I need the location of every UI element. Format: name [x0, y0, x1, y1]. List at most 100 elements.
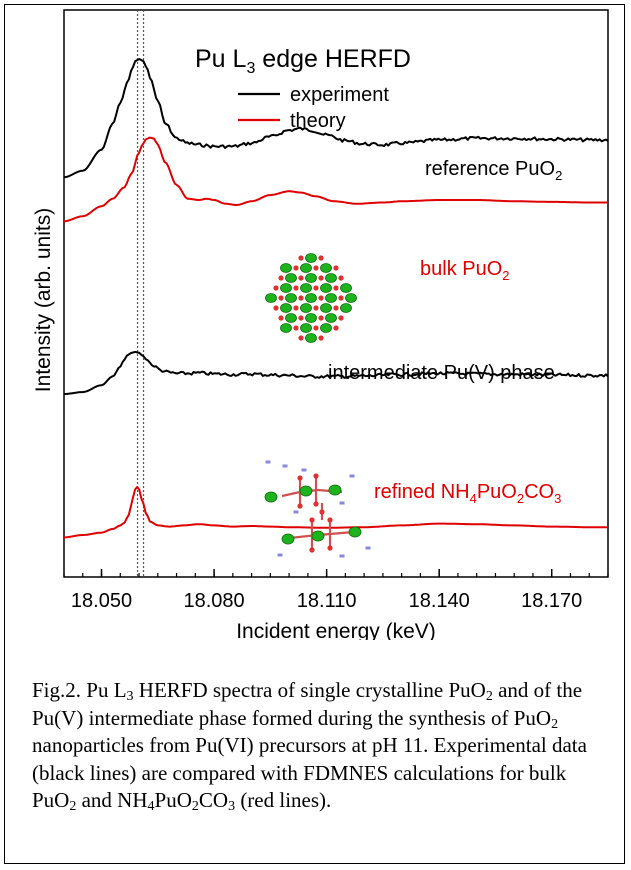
x-tick-label: 18.080 — [183, 590, 244, 612]
pu-atom — [320, 283, 332, 293]
series-line-intermediate-pu-v-phase — [64, 350, 609, 395]
o-atom — [338, 275, 344, 281]
pu-atom — [300, 323, 312, 333]
pu-atom — [299, 485, 313, 497]
nh4-ion — [265, 460, 271, 464]
legend-label-theory: theory — [290, 110, 346, 132]
pu-atom — [280, 263, 292, 273]
pu-atom — [280, 323, 292, 333]
series-label-refined-nh4puo2co3: refined NH4PuO2CO3 — [374, 481, 561, 506]
nh4-ion — [339, 554, 345, 558]
o-atom — [313, 473, 319, 479]
o-atom — [318, 295, 324, 301]
pu-atom — [305, 293, 317, 303]
figure-frame — [4, 4, 625, 864]
pu-atom — [320, 263, 332, 273]
y-axis-label: Intensity (arb. units) — [32, 208, 55, 392]
series-line-bulk-puo- — [63, 136, 608, 223]
series-line-reference-puo- — [63, 58, 609, 179]
nh4-ion — [277, 553, 283, 557]
o-atom — [293, 265, 299, 271]
pu-atom — [305, 333, 317, 343]
o-atom — [298, 315, 304, 321]
o-atom — [278, 295, 284, 301]
o-atom — [313, 305, 319, 311]
o-atom — [319, 509, 325, 515]
o-atom — [313, 265, 319, 271]
o-atom — [309, 547, 315, 553]
x-tick-label: 18.110 — [297, 590, 357, 612]
nh4puo2co3-molecular-structure-image — [264, 460, 371, 558]
molecule-bond — [281, 490, 301, 498]
o-atom — [313, 325, 319, 331]
pu-atom — [300, 263, 312, 273]
chart: 18.050 18.080 18.110 18.140 18.170 Pu L3 edg… — [32, 9, 609, 640]
o-atom — [318, 275, 324, 281]
pu-atom — [265, 293, 277, 303]
pu-atom — [328, 484, 342, 496]
nh4-ion — [293, 510, 299, 514]
pu-atom — [340, 283, 352, 293]
o-atom — [293, 305, 299, 311]
o-atom — [333, 325, 339, 331]
nh4-ion — [349, 474, 355, 478]
chart-title: Pu L3 edge HERFD — [195, 45, 411, 77]
o-atom — [333, 285, 339, 291]
series-line-refined-nh-puo-co- — [63, 486, 608, 539]
pu-atom — [325, 273, 337, 283]
pu-atom — [285, 273, 297, 283]
pu-atom — [320, 303, 332, 313]
pu-atom — [345, 293, 357, 303]
o-atom — [278, 315, 284, 321]
nh4-ion — [339, 501, 345, 505]
series-label-intermediate-puv: intermediate Pu(V) phase — [328, 362, 555, 384]
o-atom — [293, 325, 299, 331]
pu-atom — [348, 526, 362, 538]
o-atom — [333, 265, 339, 271]
o-atom — [273, 285, 279, 291]
o-atom — [318, 335, 324, 341]
o-atom — [298, 255, 304, 261]
o-atom — [313, 285, 319, 291]
o-atom — [297, 503, 303, 509]
figure-caption: Fig.2. Pu L3 HERFD spectra of single cry… — [32, 678, 587, 814]
pu-atom — [340, 303, 352, 313]
o-atom — [293, 285, 299, 291]
o-atom — [298, 295, 304, 301]
pu-atom — [264, 491, 278, 503]
legend-label-experiment: experiment — [290, 84, 389, 106]
o-atom — [298, 335, 304, 341]
o-atom — [327, 517, 333, 523]
x-axis-label: Incident energy (keV) — [236, 620, 436, 640]
o-atom — [313, 501, 319, 507]
o-atom — [318, 315, 324, 321]
o-atom — [278, 275, 284, 281]
x-tick-label: 18.140 — [409, 590, 470, 612]
o-atom — [333, 305, 339, 311]
puo2-crystal-structure-image — [265, 253, 357, 343]
pu-atom — [325, 293, 337, 303]
series-label-bulk-puo2: bulk PuO2 — [420, 258, 510, 283]
o-atom — [318, 255, 324, 261]
x-tick-label: 18.050 — [71, 590, 132, 612]
o-atom — [338, 315, 344, 321]
pu-atom — [305, 253, 317, 263]
nh4-ion — [282, 464, 288, 468]
pu-atom — [300, 283, 312, 293]
o-atom — [298, 275, 304, 281]
pu-atom — [305, 313, 317, 323]
o-atom — [273, 305, 279, 311]
pu-atom — [325, 313, 337, 323]
plot-area-border — [63, 9, 609, 578]
o-atom — [338, 295, 344, 301]
pu-atom — [311, 530, 325, 542]
o-atom — [297, 475, 303, 481]
series-label-reference-puo2: reference PuO2 — [425, 158, 562, 183]
nh4-ion — [301, 468, 307, 472]
pu-atom — [300, 303, 312, 313]
o-atom — [309, 517, 315, 523]
pu-atom — [280, 283, 292, 293]
o-atom — [327, 545, 333, 551]
pu-atom — [280, 303, 292, 313]
nh4-ion — [365, 546, 371, 550]
